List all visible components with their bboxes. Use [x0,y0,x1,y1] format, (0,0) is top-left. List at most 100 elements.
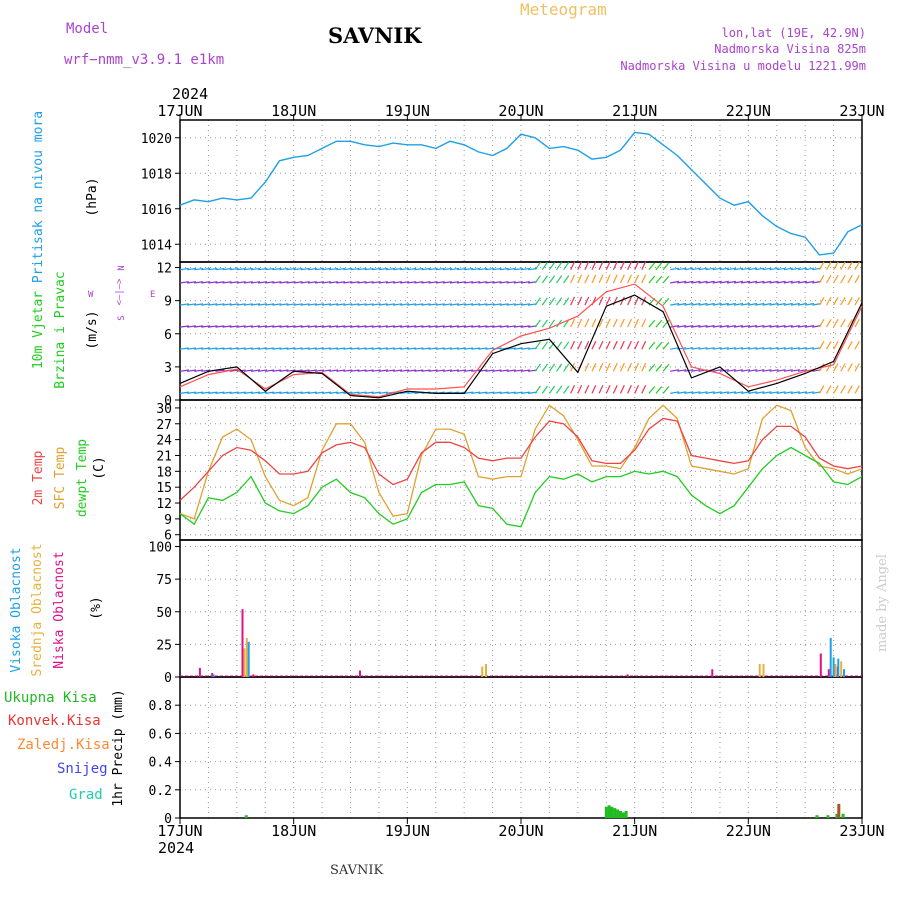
wind-barb [350,303,360,306]
wind-barb [201,267,211,271]
wind-barb [854,341,860,350]
compass-sep: <—|—> [115,278,125,306]
wind-barb [833,319,839,328]
precip-label-frz: Zaledj.Kisa [17,737,110,753]
x-tick-label-bottom: 23JUN [839,822,884,840]
wind-barb [705,267,715,271]
wind-barb [634,384,640,394]
wind-barb [243,391,253,394]
wind-barb [265,325,275,328]
wind-barb [293,347,303,350]
wind-barb [385,267,395,271]
wind-barb [847,385,853,394]
wind-barb [513,303,523,306]
wind-barb [605,261,611,270]
wind-barb [648,386,656,394]
wind-barb [293,303,303,306]
wind-barb [755,280,765,284]
wind-barb [400,303,410,306]
wind-barb [471,391,481,394]
pressure-unit: (hPa) [85,177,100,216]
wind-barb [457,303,467,306]
wind-barb [222,325,232,328]
wind-barb [612,340,618,350]
wind-barb [755,369,765,372]
wind-barb [485,325,495,328]
wind-barb [641,384,647,394]
wind-barb [805,391,815,394]
wind-barb [258,325,268,328]
wind-barb [648,275,656,284]
wind-barb [258,281,268,284]
wind-barb [201,369,211,372]
wind-barb [619,318,625,328]
wind-barb [698,347,708,350]
wind-barb [442,281,452,284]
y-tick-label: 0.2 [149,784,172,799]
wind-barb [492,391,502,394]
wind-barb [293,267,303,271]
y-tick-label: 0 [164,671,172,686]
wind-barb [612,261,618,270]
cloud-bar [485,664,487,677]
wind-barb [712,369,722,372]
wind-barb [556,262,563,271]
wind-barb [605,274,611,284]
cloud-bar [245,637,248,677]
wind-barb [605,384,611,394]
wind-barb [307,325,317,328]
wind-barb [393,281,403,284]
wind-barb [790,347,800,350]
wind-barb [492,267,502,271]
wind-barb [421,281,431,284]
wind-barb [748,369,758,372]
wind-barb [612,318,618,328]
wind-barb [619,340,625,350]
wind-barb [627,362,632,372]
wind-barb [243,369,253,372]
wind-barb [371,369,381,372]
wind-barb [449,369,459,372]
wind-barb [179,325,189,328]
wind-barb [215,267,225,271]
y-tick-label: 12 [156,262,172,277]
wind-barb [847,274,853,284]
y-tick-label: 9 [164,513,172,528]
wind-barb [548,363,556,372]
wind-barb [762,347,772,350]
wind-barb [393,303,403,306]
wind-barb [279,325,289,328]
wind-barb [421,303,431,306]
wind-barb [790,325,800,328]
wind-barb [407,267,417,271]
wind-barb [805,267,815,271]
wind-barb [385,281,395,284]
cloud-bar [840,661,843,677]
wind-barb [805,280,815,284]
wind-barb [570,384,576,394]
wind-barb [741,280,751,284]
wind-barb [627,261,632,270]
wind-barb [776,369,786,372]
x-tick-label-bottom: 17JUN [157,822,202,840]
wind-barb [307,347,317,350]
wind-barb [506,391,516,394]
wind-barb [449,347,459,350]
wind-barb [300,347,310,350]
wind-barb [741,391,751,394]
wind-barb [222,303,232,306]
wind-barb [825,274,832,284]
wind-barb [229,267,239,271]
wind-barb [442,267,452,271]
wind-barb [726,347,736,350]
wind-barb [691,267,701,271]
wind-barb [435,281,445,284]
wind-barb [265,347,275,350]
wind-barb [741,325,751,328]
wind-barb [840,319,846,328]
wind-barb [520,347,530,350]
wind-barb [762,369,772,372]
wind-barb [208,303,218,306]
wind-barb [548,262,556,271]
precip-bar [815,815,819,818]
